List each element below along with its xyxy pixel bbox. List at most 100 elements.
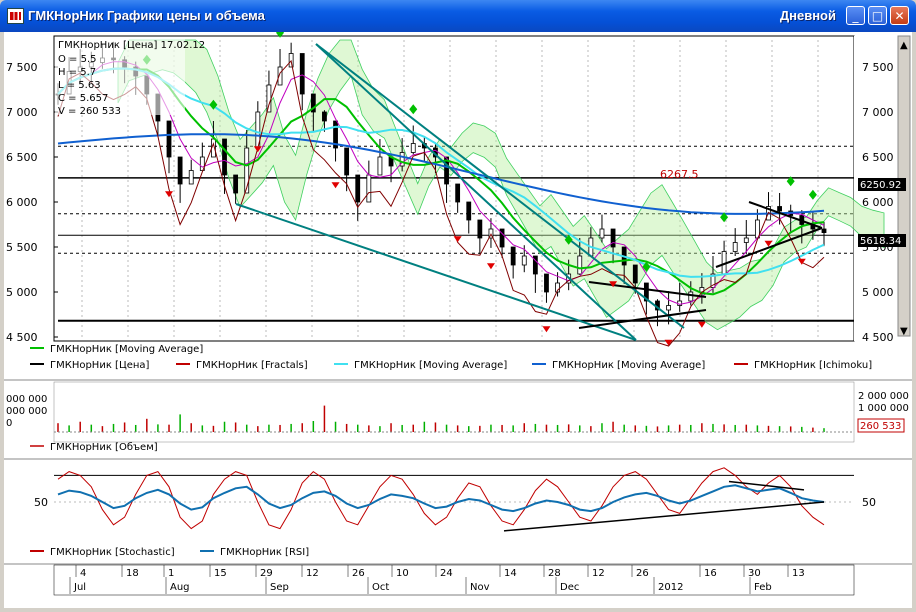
trendline	[315, 43, 685, 329]
legend-label: ГМКНорНик [Stochastic]	[50, 547, 175, 558]
candle-body	[333, 120, 338, 149]
candle-body	[577, 255, 583, 275]
period-label: Дневной	[779, 8, 836, 23]
ohlc-low: L = 5.63	[58, 80, 101, 91]
time-day-label: 1	[168, 568, 174, 579]
fractal-down-icon	[165, 191, 174, 198]
candle-body	[666, 305, 671, 311]
osc-trendline	[728, 480, 805, 491]
time-day-label: 12	[592, 568, 605, 579]
candle-body	[743, 237, 749, 243]
price-panel-frame	[53, 35, 855, 342]
close-button[interactable]: ✕	[890, 6, 909, 25]
time-day-label: 28	[548, 568, 561, 579]
ma-blue-line	[57, 133, 825, 215]
ohlc-high: H = 5.7	[58, 67, 96, 78]
title-bar[interactable]: ГМКНорНик Графики цены и объема Дневной …	[0, 0, 916, 32]
y-tick-label-left: 6 000	[6, 196, 38, 209]
chart-area[interactable]: ▲ ▼ ГМКНорНик [Цена] 17.02.12 O = 5.5 H …	[4, 32, 912, 608]
trendline	[315, 43, 637, 341]
y-tick-label-right: 7 000	[862, 106, 894, 119]
y-tick-label-right: 6 500	[862, 151, 894, 164]
volume-last-text: 260 533	[860, 421, 901, 432]
volume-y-tick-label-left: 0	[6, 418, 12, 429]
ohlc-close: C = 5.657	[58, 93, 108, 104]
volume-y-tick-label-left: 000 000	[6, 394, 47, 405]
price-legend: ГМКНорНик [Moving Average] ГМКНорНик [Цен…	[30, 344, 872, 371]
time-month-label: Dec	[560, 582, 579, 593]
minimize-button[interactable]: _	[846, 6, 865, 25]
osc-trendline	[503, 501, 825, 532]
trendlines	[235, 43, 823, 341]
time-day-label: 18	[126, 568, 139, 579]
time-day-label: 30	[748, 568, 761, 579]
chart-canvas[interactable]: ▲ ▼ ГМКНорНик [Цена] 17.02.12 O = 5.5 H …	[4, 32, 912, 608]
scroll-down-icon[interactable]: ▼	[900, 326, 908, 337]
chart-app-icon[interactable]	[7, 8, 24, 24]
volume-panel-frame	[53, 381, 855, 443]
candle-body	[222, 138, 227, 176]
scroll-up-icon[interactable]: ▲	[900, 40, 908, 51]
volume-y-tick-label: 2 000 000	[858, 391, 909, 402]
fractal-up-icon	[276, 32, 285, 38]
y-tick-label-left: 6 500	[6, 151, 38, 164]
fractal-up-icon	[808, 189, 817, 200]
time-day-label: 12	[306, 568, 319, 579]
fractal-down-icon	[797, 258, 806, 265]
candle-body	[266, 84, 272, 113]
candle-body	[555, 282, 560, 293]
level-box-text: 6250.92	[860, 180, 901, 191]
level-annotation: 6267.5	[660, 168, 699, 181]
time-day-label: 26	[636, 568, 649, 579]
time-day-label: 26	[352, 568, 365, 579]
time-day-label: 24	[440, 568, 453, 579]
candle-body	[299, 53, 305, 95]
candle-body	[355, 174, 361, 203]
legend-label: ГМКНорНик [RSI]	[220, 547, 309, 558]
time-day-label: 15	[214, 568, 227, 579]
last-price-box-text: 5618.34	[860, 236, 901, 247]
candle-body	[177, 156, 183, 185]
y-tick-label-right: 4 500	[862, 331, 894, 344]
candle-body	[188, 170, 194, 185]
candle-body	[532, 255, 538, 275]
trendline	[235, 203, 637, 341]
legend-label: ГМКНорНик [Moving Average]	[354, 360, 507, 371]
candle-body	[455, 183, 461, 203]
time-month-label: Aug	[170, 582, 190, 593]
maximize-button[interactable]: □	[868, 6, 887, 25]
candle-body	[466, 201, 472, 221]
y-tick-label-right: 7 500	[862, 61, 894, 74]
time-month-label: Sep	[270, 582, 289, 593]
candle-body	[410, 143, 416, 153]
candle-body	[310, 93, 316, 113]
candle-body	[366, 174, 372, 203]
osc-y-tick-label-left: 50	[34, 496, 48, 509]
legend-label: ГМКНорНик [Объем]	[50, 442, 158, 453]
fractal-down-icon	[664, 339, 673, 346]
time-day-label: 16	[704, 568, 717, 579]
candle-body	[777, 206, 782, 212]
candle-body	[632, 264, 638, 284]
candle-body	[444, 156, 449, 185]
legend-label: ГМКНорНик [Цена]	[50, 360, 150, 371]
candle-body	[399, 152, 405, 167]
price-series	[55, 41, 827, 347]
time-month-label: Nov	[470, 582, 490, 593]
fractal-down-icon	[331, 182, 340, 189]
candle-body	[477, 219, 483, 239]
candle-body	[599, 228, 605, 239]
candle-body	[499, 228, 505, 248]
fractal-up-icon	[409, 104, 418, 115]
volume-legend: ГМКНорНик [Объем]	[30, 442, 158, 453]
level-box: 6250.92	[858, 178, 906, 191]
osc-series-line	[57, 467, 825, 530]
osc-series-line	[57, 484, 825, 513]
y-tick-label-left: 5 500	[6, 241, 38, 254]
fractal-up-icon	[786, 176, 795, 187]
time-month-label: Oct	[372, 582, 389, 593]
time-day-label: 4	[80, 568, 86, 579]
candle-body	[544, 273, 549, 293]
